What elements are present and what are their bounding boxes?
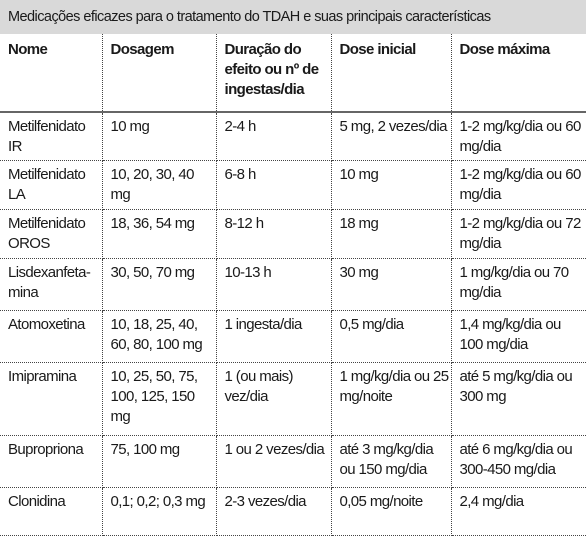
- header-dose-inicial: Dose inicial: [331, 34, 452, 113]
- cell-dosagem: 10, 25, 50, 75, 100, 125, 150 mg: [102, 362, 217, 436]
- table-row: Clonidina 0,1; 0,2; 0,3 mg 2-3 vezes/dia…: [0, 487, 586, 536]
- cell-dose-maxima: 1-2 mg/kg/dia ou 60 mg/dia: [451, 112, 586, 161]
- table-row: Metilfenidato OROS 18, 36, 54 mg 8-12 h …: [0, 209, 586, 259]
- cell-dosagem: 18, 36, 54 mg: [102, 209, 217, 259]
- cell-dose-inicial: 0,05 mg/noite: [331, 487, 452, 536]
- cell-dosagem: 75, 100 mg: [102, 435, 217, 488]
- cell-dose-maxima: 1-2 mg/kg/dia ou 72 mg/dia: [451, 209, 586, 259]
- header-nome: Nome: [0, 34, 103, 113]
- cell-dose-maxima: 1-2 mg/kg/dia ou 60 mg/dia: [451, 160, 586, 210]
- cell-dosagem: 10 mg: [102, 112, 217, 161]
- cell-dose-maxima: 1 mg/kg/dia ou 70 mg/dia: [451, 258, 586, 311]
- cell-dose-inicial: 5 mg, 2 vezes/dia: [331, 112, 452, 161]
- cell-dose-inicial: 30 mg: [331, 258, 452, 311]
- cell-dose-maxima: 2,4 mg/dia: [451, 487, 586, 536]
- cell-duracao: 1 ou 2 vezes/dia: [216, 435, 332, 488]
- header-duracao: Duração do efeito ou nº de ingestas/dia: [216, 34, 332, 113]
- cell-dose-maxima: até 5 mg/kg/dia ou 300 mg: [451, 362, 586, 436]
- table-row: Imipramina 10, 25, 50, 75, 100, 125, 150…: [0, 362, 586, 436]
- cell-dosagem: 10, 18, 25, 40, 60, 80, 100 mg: [102, 310, 217, 363]
- cell-dose-inicial: 10 mg: [331, 160, 452, 210]
- cell-dosagem: 30, 50, 70 mg: [102, 258, 217, 311]
- cell-nome: Metilfenidato OROS: [0, 209, 103, 259]
- cell-nome: Lisdexanfeta-mina: [0, 258, 103, 311]
- cell-nome: Metilfenidato IR: [0, 112, 103, 161]
- header-dosagem: Dosagem: [102, 34, 217, 113]
- cell-nome: Clonidina: [0, 487, 103, 536]
- cell-dose-maxima: até 6 mg/kg/dia ou 300-450 mg/dia: [451, 435, 586, 488]
- table-row: Bupropriona 75, 100 mg 1 ou 2 vezes/dia …: [0, 435, 586, 488]
- cell-dosagem: 0,1; 0,2; 0,3 mg: [102, 487, 217, 536]
- cell-duracao: 2-3 vezes/dia: [216, 487, 332, 536]
- cell-duracao: 8-12 h: [216, 209, 332, 259]
- medication-table: Nome Dosagem Duração do efeito ou nº de …: [0, 34, 586, 536]
- cell-dose-maxima: 1,4 mg/kg/dia ou 100 mg/dia: [451, 310, 586, 363]
- cell-nome: Atomoxetina: [0, 310, 103, 363]
- table-caption: Medicações eficazes para o tratamento do…: [0, 0, 586, 34]
- cell-dose-inicial: até 3 mg/kg/dia ou 150 mg/dia: [331, 435, 452, 488]
- header-dose-maxima: Dose máxima: [451, 34, 586, 113]
- cell-nome: Metilfenidato LA: [0, 160, 103, 210]
- table-row: Lisdexanfeta-mina 30, 50, 70 mg 10-13 h …: [0, 258, 586, 311]
- cell-dose-inicial: 0,5 mg/dia: [331, 310, 452, 363]
- table-row: Metilfenidato IR 10 mg 2-4 h 5 mg, 2 vez…: [0, 112, 586, 161]
- table-row: Metilfenidato LA 10, 20, 30, 40 mg 6-8 h…: [0, 160, 586, 210]
- cell-duracao: 10-13 h: [216, 258, 332, 311]
- header-row: Nome Dosagem Duração do efeito ou nº de …: [0, 34, 586, 113]
- cell-nome: Bupropriona: [0, 435, 103, 488]
- cell-duracao: 2-4 h: [216, 112, 332, 161]
- cell-nome: Imipramina: [0, 362, 103, 436]
- cell-dose-inicial: 18 mg: [331, 209, 452, 259]
- cell-duracao: 1 (ou mais) vez/dia: [216, 362, 332, 436]
- cell-duracao: 6-8 h: [216, 160, 332, 210]
- cell-duracao: 1 ingesta/dia: [216, 310, 332, 363]
- cell-dose-inicial: 1 mg/kg/dia ou 25 mg/noite: [331, 362, 452, 436]
- cell-dosagem: 10, 20, 30, 40 mg: [102, 160, 217, 210]
- table-row: Atomoxetina 10, 18, 25, 40, 60, 80, 100 …: [0, 310, 586, 363]
